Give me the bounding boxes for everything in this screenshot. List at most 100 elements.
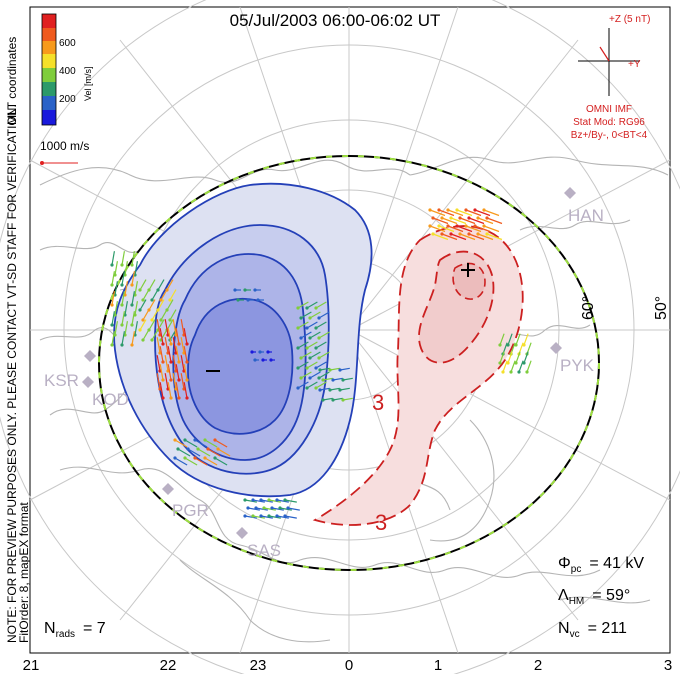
potential-maximum-marker	[461, 263, 475, 277]
vector-91	[194, 457, 208, 466]
vector-origin-139	[317, 356, 321, 360]
vector-origin-18	[130, 263, 134, 267]
radar-count: Nrads = 7	[44, 620, 106, 640]
vector-origin-82	[185, 396, 189, 400]
vector-151	[339, 367, 350, 371]
vector-98	[244, 499, 257, 503]
vector-origin-38	[150, 338, 154, 342]
vector-origin-64	[169, 378, 173, 382]
vector-159	[438, 209, 455, 217]
vector-38	[151, 329, 159, 341]
vector-60	[167, 328, 172, 345]
vector-origin-105	[262, 506, 266, 510]
vector-161	[438, 225, 455, 233]
vector-7	[114, 321, 118, 336]
vector-origin-39	[156, 288, 160, 292]
imf-y-label: +Y	[628, 59, 641, 70]
vector-origin-66	[169, 396, 173, 400]
vector-158	[432, 233, 449, 241]
vector-origin-108	[270, 506, 274, 510]
vector-111	[279, 507, 292, 511]
vector-180	[486, 217, 503, 225]
vector-origin-111	[278, 506, 282, 510]
vector-origin-92	[203, 438, 207, 442]
vector-origin-141	[317, 376, 321, 380]
vector-origin-122	[296, 366, 300, 370]
vector-count: Nvc = 211	[558, 620, 627, 640]
vector-origin-164	[449, 216, 453, 220]
vector-origin-166	[449, 232, 453, 236]
vector-170	[459, 233, 476, 241]
fit-order-note: FitOrder: 8, mapEX format	[17, 502, 31, 643]
vector-69	[172, 337, 177, 354]
vector-107	[268, 499, 281, 503]
vector-origin-9	[120, 263, 124, 267]
vector-origin-54	[161, 360, 165, 364]
vector-31	[139, 319, 147, 331]
vector-88	[184, 457, 198, 466]
vector-168	[459, 217, 476, 225]
vector-34	[151, 289, 159, 301]
vector-origin-17	[120, 343, 124, 347]
vector-162	[441, 233, 458, 241]
vector-origin-194	[517, 370, 521, 374]
vector-origin-174	[467, 232, 471, 236]
mlt-label-23: 23	[250, 657, 267, 674]
vector-100	[244, 515, 257, 519]
vector-origin-178	[476, 232, 480, 236]
vector-154	[342, 397, 353, 401]
vector-origin-134	[314, 306, 318, 310]
vector-origin-207	[258, 350, 262, 354]
vector-origin-87	[186, 447, 190, 451]
vector-origin-103	[251, 514, 255, 518]
vector-origin-58	[161, 396, 165, 400]
vector-origin-202	[246, 298, 250, 302]
vector-origin-2	[110, 283, 114, 287]
vector-origin-84	[176, 447, 180, 451]
preview-note: NOTE: FOR PREVIEW PURPOSES ONLY. PLEASE …	[5, 104, 19, 643]
vector-origin-89	[193, 438, 197, 442]
vector-27	[139, 279, 147, 291]
vector-origin-156	[431, 216, 435, 220]
vector-167	[456, 209, 473, 217]
vector-origin-204	[256, 298, 260, 302]
vector-114	[287, 507, 300, 511]
vector-41	[157, 299, 165, 311]
vector-187	[507, 333, 513, 346]
vector-origin-145	[318, 388, 322, 392]
vector-150	[332, 397, 343, 401]
vector-origin-173	[464, 224, 468, 228]
vector-origin-13	[120, 303, 124, 307]
vector-origin-41	[156, 308, 160, 312]
vector-origin-203	[253, 288, 257, 292]
imf-condition: Bz+/By-, 0<BT<4	[571, 130, 648, 141]
vector-144	[322, 377, 333, 381]
vector-origin-162	[440, 232, 444, 236]
vector-origin-185	[498, 361, 502, 365]
vector-42	[160, 309, 168, 321]
vector-origin-47	[165, 308, 169, 312]
vector-origin-201	[243, 288, 247, 292]
vector-origin-131	[305, 366, 309, 370]
vector-39	[157, 279, 165, 291]
vector-origin-28	[141, 298, 145, 302]
vector-129	[306, 341, 318, 349]
vector-origin-169	[455, 224, 459, 228]
vector-185	[499, 351, 505, 364]
vector-origin-93	[206, 447, 210, 451]
vector-155	[429, 209, 446, 217]
vector-origin-167	[455, 208, 459, 212]
vector-origin-128	[308, 336, 312, 340]
vector-origin-116	[296, 306, 300, 310]
vector-89	[194, 439, 208, 448]
vector-79	[180, 355, 185, 372]
vector-127	[306, 321, 318, 329]
vector-73	[172, 373, 177, 390]
vector-67	[172, 319, 177, 336]
vector-104	[260, 499, 273, 503]
vector-origin-62	[169, 360, 173, 364]
vector-136	[315, 321, 327, 329]
vector-origin-133	[305, 386, 309, 390]
vector-origin-198	[525, 370, 529, 374]
vector-origin-148	[331, 378, 335, 382]
